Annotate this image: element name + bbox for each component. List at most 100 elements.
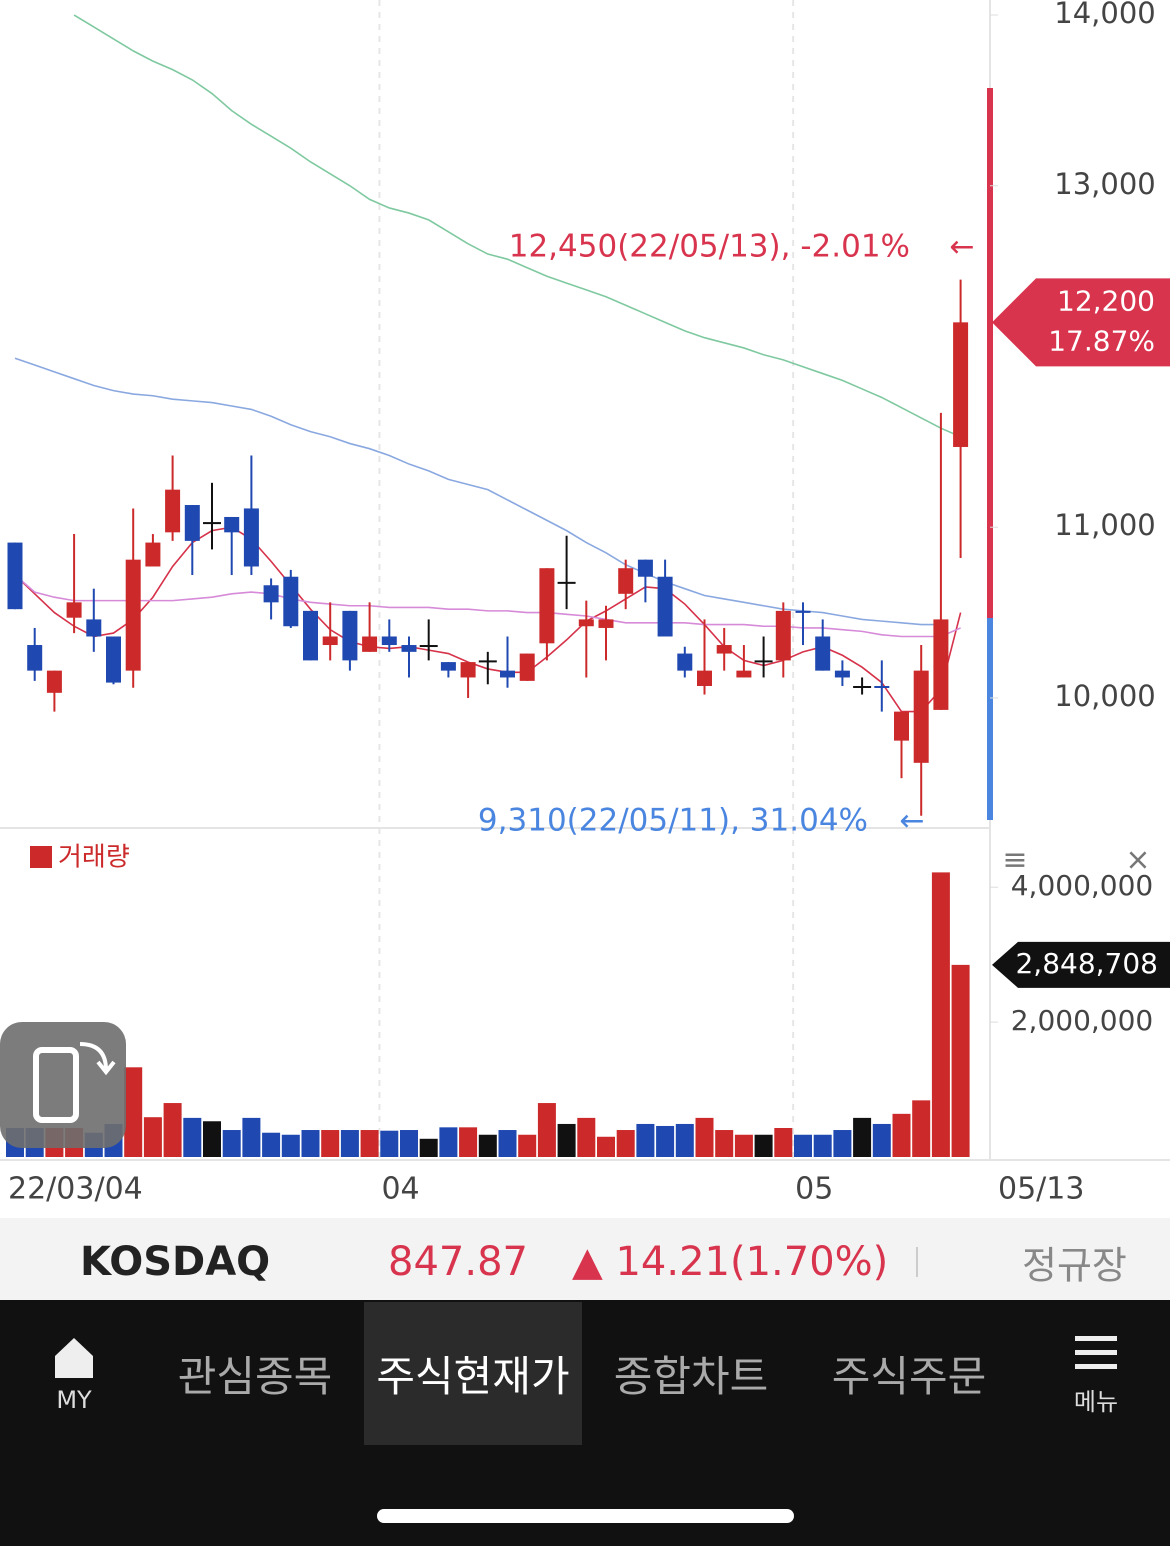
market-bar: KOSDAQ 847.87 ▲ 14.21(1.70%) 정규장: [0, 1218, 1170, 1300]
volume-bar: [124, 1067, 143, 1157]
volume-bar: [518, 1134, 537, 1157]
y-tick-label: 11,000: [1054, 508, 1155, 542]
volume-bar: [577, 1117, 596, 1157]
price-tag-change: 17.87%: [1048, 324, 1155, 357]
candle-body: [224, 516, 240, 533]
volume-bar: [872, 1123, 891, 1157]
candle-body: [184, 505, 200, 541]
candle-body: [657, 576, 673, 637]
price-tag: [992, 278, 1170, 367]
market-change: ▲ 14.21(1.70%): [572, 1239, 889, 1285]
nav-label: 종합차트: [613, 1352, 769, 1401]
volume-bar: [478, 1134, 497, 1157]
volume-bar: [597, 1136, 615, 1157]
menu-line: [1075, 1336, 1117, 1341]
candle-body: [775, 610, 791, 661]
home-indicator: [377, 1509, 794, 1523]
moving-average: [14, 357, 941, 626]
volume-bar: [537, 1103, 556, 1157]
rotate-bg: [0, 1022, 126, 1148]
volume-bar: [715, 1130, 734, 1157]
candle-body: [322, 636, 338, 646]
candle-body: [362, 636, 378, 652]
volume-bar: [774, 1128, 793, 1157]
candle-body: [834, 670, 850, 678]
nav-tab[interactable]: MY: [20, 1302, 128, 1445]
volume-bar: [242, 1117, 261, 1157]
volume-bar: [340, 1130, 359, 1157]
candle-body: [145, 542, 161, 567]
nav-tab[interactable]: 주식현재가: [364, 1302, 582, 1445]
volume-bar: [439, 1127, 458, 1157]
candle-body: [66, 602, 82, 618]
volume-bar: [183, 1117, 202, 1157]
candle-body: [716, 645, 732, 654]
candle-body: [86, 619, 102, 637]
legend-swatch: [30, 846, 52, 868]
candle-body: [203, 522, 221, 525]
x-tick-label: 05: [795, 1172, 833, 1207]
arrow-icon: ←: [899, 804, 924, 839]
volume-bar: [931, 872, 950, 1157]
nav-tab[interactable]: 주식주문: [800, 1302, 1018, 1445]
candle-body: [243, 508, 259, 567]
moving-average: [73, 14, 961, 438]
volume-bar: [616, 1130, 635, 1157]
volume-bar: [794, 1134, 812, 1157]
price-tag-label: 12,200: [1057, 284, 1155, 317]
volume-bar: [419, 1138, 438, 1157]
rotate-button[interactable]: [0, 1022, 126, 1148]
candle-body: [539, 568, 555, 644]
moving-average: [14, 574, 961, 638]
y-tick-label: 10,000: [1054, 679, 1155, 713]
arrow-icon: ←: [949, 230, 974, 265]
y-tick-label: 13,000: [1054, 167, 1155, 201]
candle-body: [795, 610, 811, 613]
volume-title: 거래량: [58, 843, 130, 873]
candle-body: [342, 610, 358, 661]
volume-bar: [636, 1123, 655, 1157]
volume-bar: [222, 1130, 241, 1157]
nav-tab[interactable]: 종합차트: [582, 1302, 800, 1445]
volume-bar: [833, 1130, 852, 1157]
nav-tab[interactable]: 관심종목: [146, 1302, 364, 1445]
market-index: 847.87: [388, 1239, 528, 1285]
candle-body: [125, 559, 141, 671]
y-tick-label: 4,000,000: [1011, 869, 1154, 902]
close-icon[interactable]: ×: [1125, 843, 1150, 878]
home-icon: [55, 1337, 93, 1378]
x-tick-label: 22/03/04: [8, 1172, 143, 1207]
rotate-arrow: [79, 1042, 116, 1076]
volume-bar: [754, 1134, 773, 1157]
candle-body: [618, 568, 634, 594]
x-tick-label: 05/13: [998, 1172, 1084, 1207]
volume-bar: [203, 1121, 221, 1157]
candle-body: [637, 559, 653, 577]
candle-body: [697, 670, 712, 686]
menu-icon: [1075, 1336, 1117, 1369]
candle-body: [874, 686, 890, 688]
candle-body: [401, 645, 417, 652]
volume-bar: [695, 1117, 714, 1157]
candle-body: [894, 711, 909, 741]
y-tick-label: 14,000: [1054, 0, 1155, 30]
candle-body: [303, 610, 318, 661]
candle-body: [478, 660, 497, 663]
volume-bar: [400, 1130, 418, 1157]
candle-body: [736, 670, 752, 678]
volume-tag-label: 2,848,708: [1015, 947, 1158, 980]
nav-tab[interactable]: 메뉴: [1030, 1302, 1162, 1445]
volume-bar: [281, 1134, 300, 1157]
menu-icon[interactable]: ≡: [1002, 843, 1027, 878]
volume-bar: [459, 1127, 478, 1157]
volume-bar: [321, 1130, 340, 1157]
volume-bar: [892, 1113, 911, 1157]
high-note: 12,450(22/05/13), -2.01%: [509, 229, 910, 265]
candle-body: [853, 686, 872, 688]
candle-body: [7, 542, 23, 610]
candle-body: [519, 653, 535, 681]
nav-label: 관심종목: [177, 1352, 333, 1401]
candle-body: [46, 670, 62, 693]
nav-label: 메뉴: [1073, 1388, 1119, 1416]
